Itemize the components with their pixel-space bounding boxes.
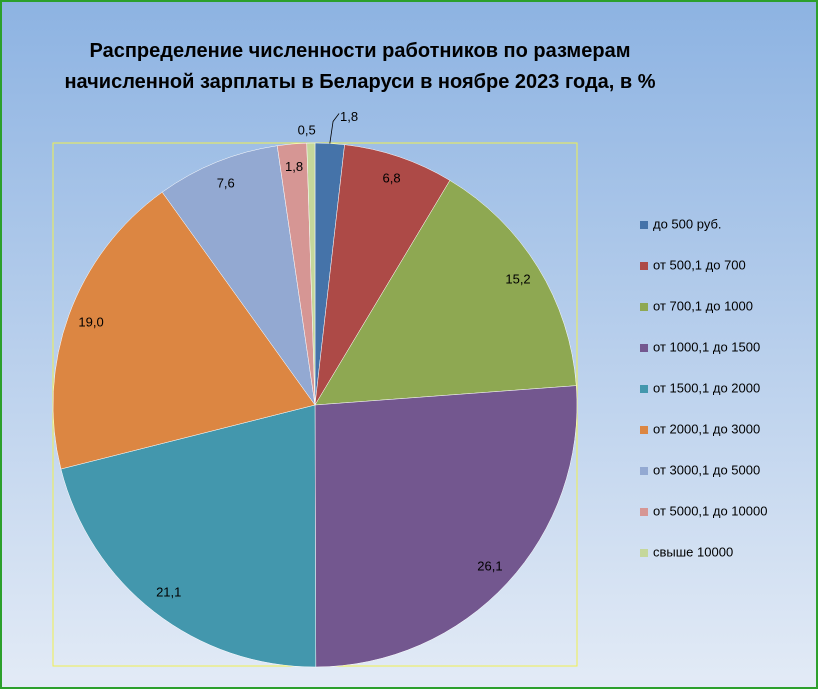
data-label: 19,0 (78, 315, 103, 330)
legend-label: от 2000,1 до 3000 (653, 421, 760, 436)
pie-slice (314, 144, 451, 406)
legend-swatch (640, 344, 648, 352)
pie-slice (306, 142, 316, 406)
leader-line (329, 113, 340, 144)
pie-slice (60, 404, 317, 668)
data-label: 0,5 (298, 122, 316, 137)
chart-title: Распределение численности работников по … (64, 40, 656, 93)
legend-label: от 1000,1 до 1500 (653, 339, 760, 354)
legend-label: от 1500,1 до 2000 (653, 380, 760, 395)
data-label: 15,2 (505, 271, 530, 286)
data-label: 7,6 (217, 175, 235, 190)
pie-slice (52, 191, 316, 470)
data-label: 21,1 (156, 585, 181, 600)
data-label: 6,8 (383, 171, 401, 186)
legend-swatch (640, 221, 648, 229)
data-label: 1,8 (340, 109, 358, 124)
pie-slice (314, 180, 577, 406)
data-label: 1,8 (285, 159, 303, 174)
legend-label: свыше 10000 (653, 544, 733, 559)
legend-label: от 3000,1 до 5000 (653, 462, 760, 477)
legend-label: от 700,1 до 1000 (653, 298, 753, 313)
legend-swatch (640, 508, 648, 516)
pie-slice (161, 145, 316, 406)
pie-slice (314, 385, 578, 668)
legend-label: от 5000,1 до 10000 (653, 503, 767, 518)
legend-swatch (640, 549, 648, 557)
legend-swatch (640, 467, 648, 475)
data-label: 26,1 (477, 558, 502, 573)
legend-swatch (640, 426, 648, 434)
legend-swatch (640, 262, 648, 270)
legend-label: от 500,1 до 700 (653, 257, 746, 272)
legend-label: до 500 руб. (653, 216, 722, 231)
legend-swatch (640, 385, 648, 393)
legend-swatch (640, 303, 648, 311)
